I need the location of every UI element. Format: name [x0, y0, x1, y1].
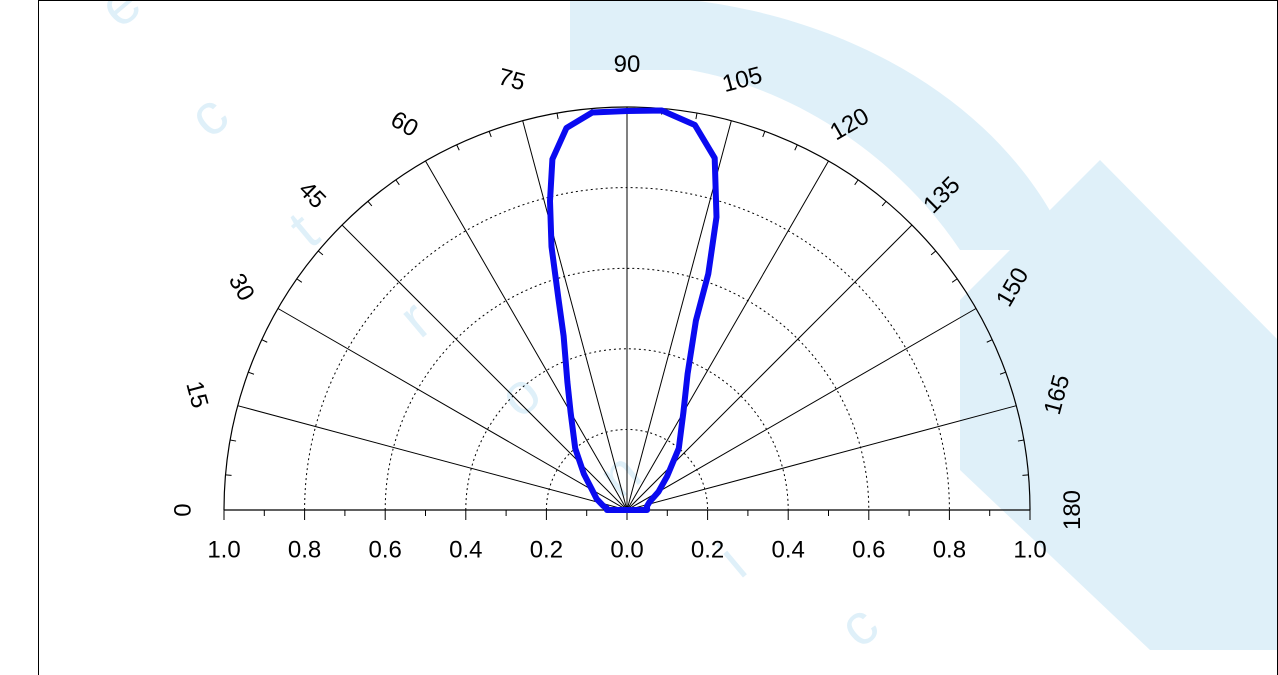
watermark-letter: o: [487, 359, 553, 430]
data-point: [557, 297, 560, 301]
data-point: [677, 446, 681, 450]
data-point: [605, 506, 609, 510]
data-point: [550, 245, 553, 249]
spoke-line: [626, 308, 977, 511]
series-group: [547, 107, 720, 513]
x-tick-label: 0.6: [369, 537, 402, 564]
angle-tick-label: 30: [223, 269, 260, 306]
angle-minor-tick: [367, 200, 373, 207]
watermark-letter: r: [387, 288, 444, 350]
data-point: [601, 504, 605, 508]
angle-tick-label: 60: [386, 106, 423, 143]
angle-minor-tick: [999, 371, 1006, 375]
series-line: [547, 107, 720, 513]
angle-minor-tick: [1022, 474, 1029, 476]
data-point: [565, 126, 568, 130]
data-point: [573, 446, 577, 450]
angle-minor-tick: [248, 371, 255, 375]
watermark-letter: c: [177, 82, 241, 150]
angle-minor-tick: [881, 200, 887, 207]
angle-tick-label: 90: [614, 51, 641, 78]
angle-tick-label: 15: [180, 378, 213, 411]
angle-minor-tick: [986, 339, 993, 343]
angle-minor-tick: [951, 278, 958, 283]
x-tick-label: 0.4: [449, 537, 482, 564]
spoke-line: [277, 308, 628, 511]
data-point: [656, 490, 660, 494]
angle-minor-tick: [230, 439, 237, 442]
data-point: [715, 215, 718, 219]
angle-minor-tick: [556, 113, 559, 120]
data-point: [660, 109, 664, 112]
angle-tick-label: 0: [168, 503, 195, 516]
angle-minor-tick: [225, 474, 232, 476]
spoke-line: [626, 405, 1017, 511]
data-point: [648, 500, 652, 504]
data-point: [582, 472, 586, 476]
spoke-line: [237, 405, 628, 511]
watermark-letter: c: [827, 592, 891, 660]
angle-minor-tick: [395, 179, 400, 186]
angle-minor-tick: [854, 179, 859, 186]
angle-minor-tick: [930, 250, 937, 256]
data-point: [681, 410, 685, 414]
angle-minor-tick: [762, 131, 766, 138]
data-point: [550, 157, 554, 161]
data-point: [562, 334, 566, 338]
radial-grid-circle: [384, 267, 870, 511]
data-point: [694, 319, 698, 323]
angle-minor-tick: [296, 278, 303, 283]
data-point: [713, 156, 717, 160]
angle-minor-tick: [261, 339, 268, 343]
watermark-arc: [570, 0, 1070, 250]
watermark-letter: e: [87, 0, 153, 40]
spoke-line: [522, 120, 628, 511]
angle-tick-label: 45: [293, 176, 331, 214]
data-point: [706, 272, 710, 276]
watermark-letter: t: [277, 200, 331, 260]
spoke-line: [425, 160, 628, 511]
data-point: [665, 474, 669, 478]
spoke-line: [626, 160, 829, 511]
data-point: [645, 508, 649, 512]
x-tick-label: 0.0: [610, 537, 643, 564]
x-tick-label: 0.4: [772, 537, 805, 564]
x-axis: 1.0 0.8 0.6 0.4 0.2 0.0 0.2 0.4 0.6 0.8 1.0: [207, 509, 1047, 564]
data-point: [686, 372, 690, 376]
data-point: [590, 488, 594, 492]
polar-spokes: [237, 107, 1017, 511]
angle-minor-tick: [456, 144, 460, 151]
data-point: [565, 380, 569, 384]
watermark: [570, 0, 1278, 650]
angle-minor-tick: [794, 144, 798, 151]
data-point: [693, 123, 697, 127]
x-tick-label: 0.2: [691, 537, 724, 564]
x-tick-label: 1.0: [1013, 537, 1046, 564]
x-tick-label: 0.6: [852, 537, 885, 564]
data-point: [569, 410, 573, 414]
data-point: [625, 109, 629, 113]
watermark-slash: [960, 160, 1278, 650]
data-point: [590, 111, 594, 114]
data-point: [595, 497, 599, 501]
angle-minor-tick: [317, 250, 324, 256]
x-tick-label: 0.8: [288, 537, 321, 564]
x-tick-label: 0.8: [933, 537, 966, 564]
angle-tick-label: 75: [495, 63, 528, 96]
angle-minor-tick: [1017, 439, 1024, 442]
x-tick-label: 1.0: [207, 537, 240, 564]
angle-tick-label: 180: [1059, 490, 1086, 530]
angle-minor-tick: [695, 113, 698, 120]
x-tick-label: 0.2: [530, 537, 563, 564]
angle-minor-tick: [488, 131, 492, 138]
data-point: [548, 199, 552, 203]
